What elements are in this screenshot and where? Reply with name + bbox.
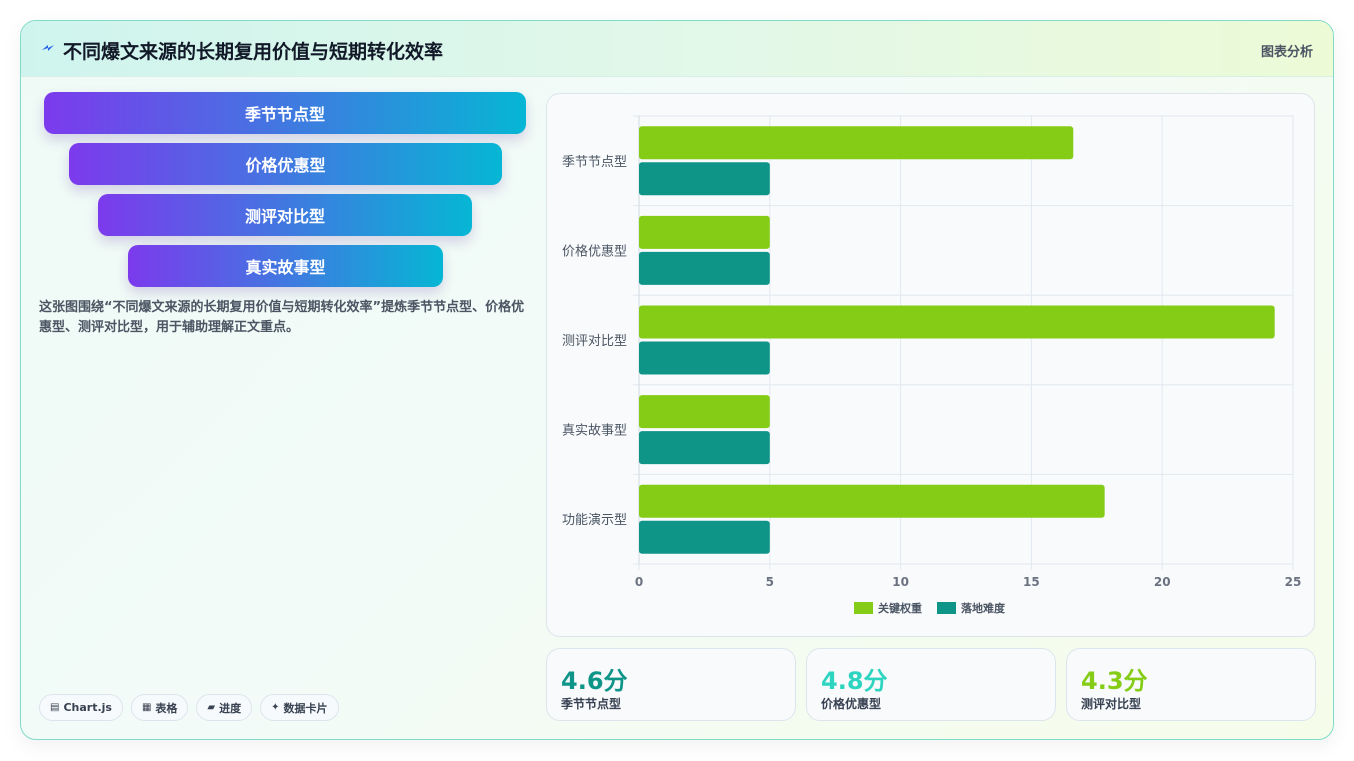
y-tick-label: 功能演示型 — [562, 512, 627, 528]
funnel-item-2: 价格优惠型 — [69, 143, 502, 185]
y-tick-label: 价格优惠型 — [562, 243, 627, 259]
stat-value: 4.8分 — [821, 667, 888, 695]
y-tick-label: 测评对比型 — [562, 334, 627, 349]
bar-difficulty — [639, 162, 770, 196]
chart-panel: 0 5 10 15 20 25 季节节点型价格优惠型测评对比型真实故事型功能演示型关键权重 落… — [546, 93, 1315, 637]
stat-label: 价格优惠型 — [821, 697, 882, 711]
stat-label: 测评对比型 — [1081, 697, 1142, 711]
y-tick-label: 季节节点型 — [562, 155, 627, 170]
legend-label: 落地难度 — [961, 601, 1006, 615]
bar-difficulty — [639, 341, 770, 375]
x-tick-label: 20 — [1154, 575, 1171, 589]
x-tick-label: 0 — [635, 575, 643, 589]
stat-card-1: 4.6分 季节节点型 — [546, 648, 796, 721]
funnel-item-1: 季节节点型 — [44, 92, 526, 134]
bar-difficulty — [639, 431, 770, 465]
x-tick-label: 5 — [766, 575, 774, 589]
sparkle-icon: ✦ — [271, 702, 280, 713]
bar-key-weight — [639, 395, 770, 429]
funnel-item-3: 测评对比型 — [98, 194, 472, 236]
description-text: 这张图围绕“不同爆文来源的长期复用价值与短期转化效率”提炼季节节点型、价格优惠型… — [39, 300, 525, 335]
legend-swatch — [937, 602, 956, 614]
x-tick-label: 10 — [892, 575, 909, 589]
bar-key-weight — [639, 215, 770, 249]
stat-card-3: 4.3分 测评对比型 — [1066, 648, 1316, 721]
chip-data-card[interactable]: ✦ 数据卡片 — [260, 694, 339, 721]
chip-label: 表格 — [155, 701, 178, 715]
chip-label: 数据卡片 — [283, 701, 328, 715]
header-bar: 不同爆文来源的长期复用价值与短期转化效率 图表分析 — [21, 21, 1333, 77]
bar-key-weight — [639, 484, 1105, 518]
y-tick-label: 真实故事型 — [562, 424, 627, 439]
chip-progress[interactable]: ▰ 进度 — [196, 694, 253, 721]
chip-table[interactable]: ▦ 表格 — [130, 694, 189, 721]
legend-label: 关键权重 — [878, 601, 922, 615]
stat-label: 季节节点型 — [561, 697, 622, 711]
chip-chartjs[interactable]: ▤ Chart.js — [39, 694, 123, 721]
funnel-item-4: 真实故事型 — [128, 245, 443, 287]
lightning-icon — [42, 45, 54, 51]
stat-value: 4.6分 — [561, 667, 628, 695]
bar-difficulty — [639, 251, 770, 285]
chart-icon: ▤ — [50, 702, 60, 713]
chip-label: 进度 — [219, 701, 242, 715]
progress-icon: ▰ — [207, 702, 216, 713]
feature-chips: ▤ Chart.js ▦ 表格 ▰ 进度 ✦ 数据卡片 — [39, 694, 339, 721]
bar-key-weight — [639, 305, 1275, 339]
bar-difficulty — [639, 520, 770, 554]
chip-label: Chart.js — [63, 701, 112, 714]
x-tick-label: 25 — [1285, 575, 1302, 589]
main-card: 不同爆文来源的长期复用价值与短期转化效率 图表分析 季节节点型 价格优惠型 测评… — [20, 20, 1334, 740]
table-icon: ▦ — [141, 702, 152, 713]
stat-value: 4.3分 — [1081, 667, 1148, 695]
bar-key-weight — [639, 126, 1074, 160]
page-title: 不同爆文来源的长期复用价值与短期转化效率 — [63, 41, 444, 63]
x-tick-label: 15 — [1023, 575, 1040, 589]
stat-card-2: 4.8分 价格优惠型 — [806, 648, 1056, 721]
legend-swatch — [854, 602, 873, 614]
chart-analysis-tag: 图表分析 — [1260, 45, 1313, 60]
